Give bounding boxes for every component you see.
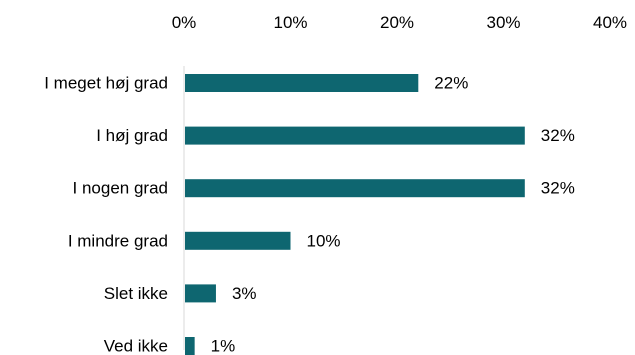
bar xyxy=(185,74,419,92)
bar xyxy=(185,231,291,250)
x-axis-tick-labels: 0% 10% 20% 30% 40% xyxy=(172,13,627,32)
value-label: 3% xyxy=(232,284,257,303)
category-label: Ved ikke xyxy=(104,337,168,355)
x-tick-label: 40% xyxy=(593,13,627,32)
value-labels: 22% 32% 32% 10% 3% 1% xyxy=(211,74,575,355)
x-tick-label: 10% xyxy=(273,13,307,32)
value-label: 1% xyxy=(211,337,236,355)
bar xyxy=(185,179,525,198)
category-label: I meget høj grad xyxy=(44,74,168,93)
category-labels: I meget høj grad I høj grad I nogen grad I … xyxy=(44,74,168,355)
value-label: 22% xyxy=(434,74,468,93)
value-label: 10% xyxy=(307,231,341,250)
x-tick-label: 30% xyxy=(486,13,520,32)
bar xyxy=(185,337,195,355)
x-tick-label: 0% xyxy=(172,13,197,32)
category-label: I nogen grad xyxy=(73,179,168,198)
category-label: I høj grad xyxy=(96,126,168,145)
bar xyxy=(185,126,525,145)
category-label: I mindre grad xyxy=(68,231,168,250)
value-label: 32% xyxy=(541,179,575,198)
x-tick-label: 20% xyxy=(380,13,414,32)
bars xyxy=(185,74,525,355)
category-label: Slet ikke xyxy=(104,284,168,303)
value-label: 32% xyxy=(541,126,575,145)
bar xyxy=(185,284,216,303)
